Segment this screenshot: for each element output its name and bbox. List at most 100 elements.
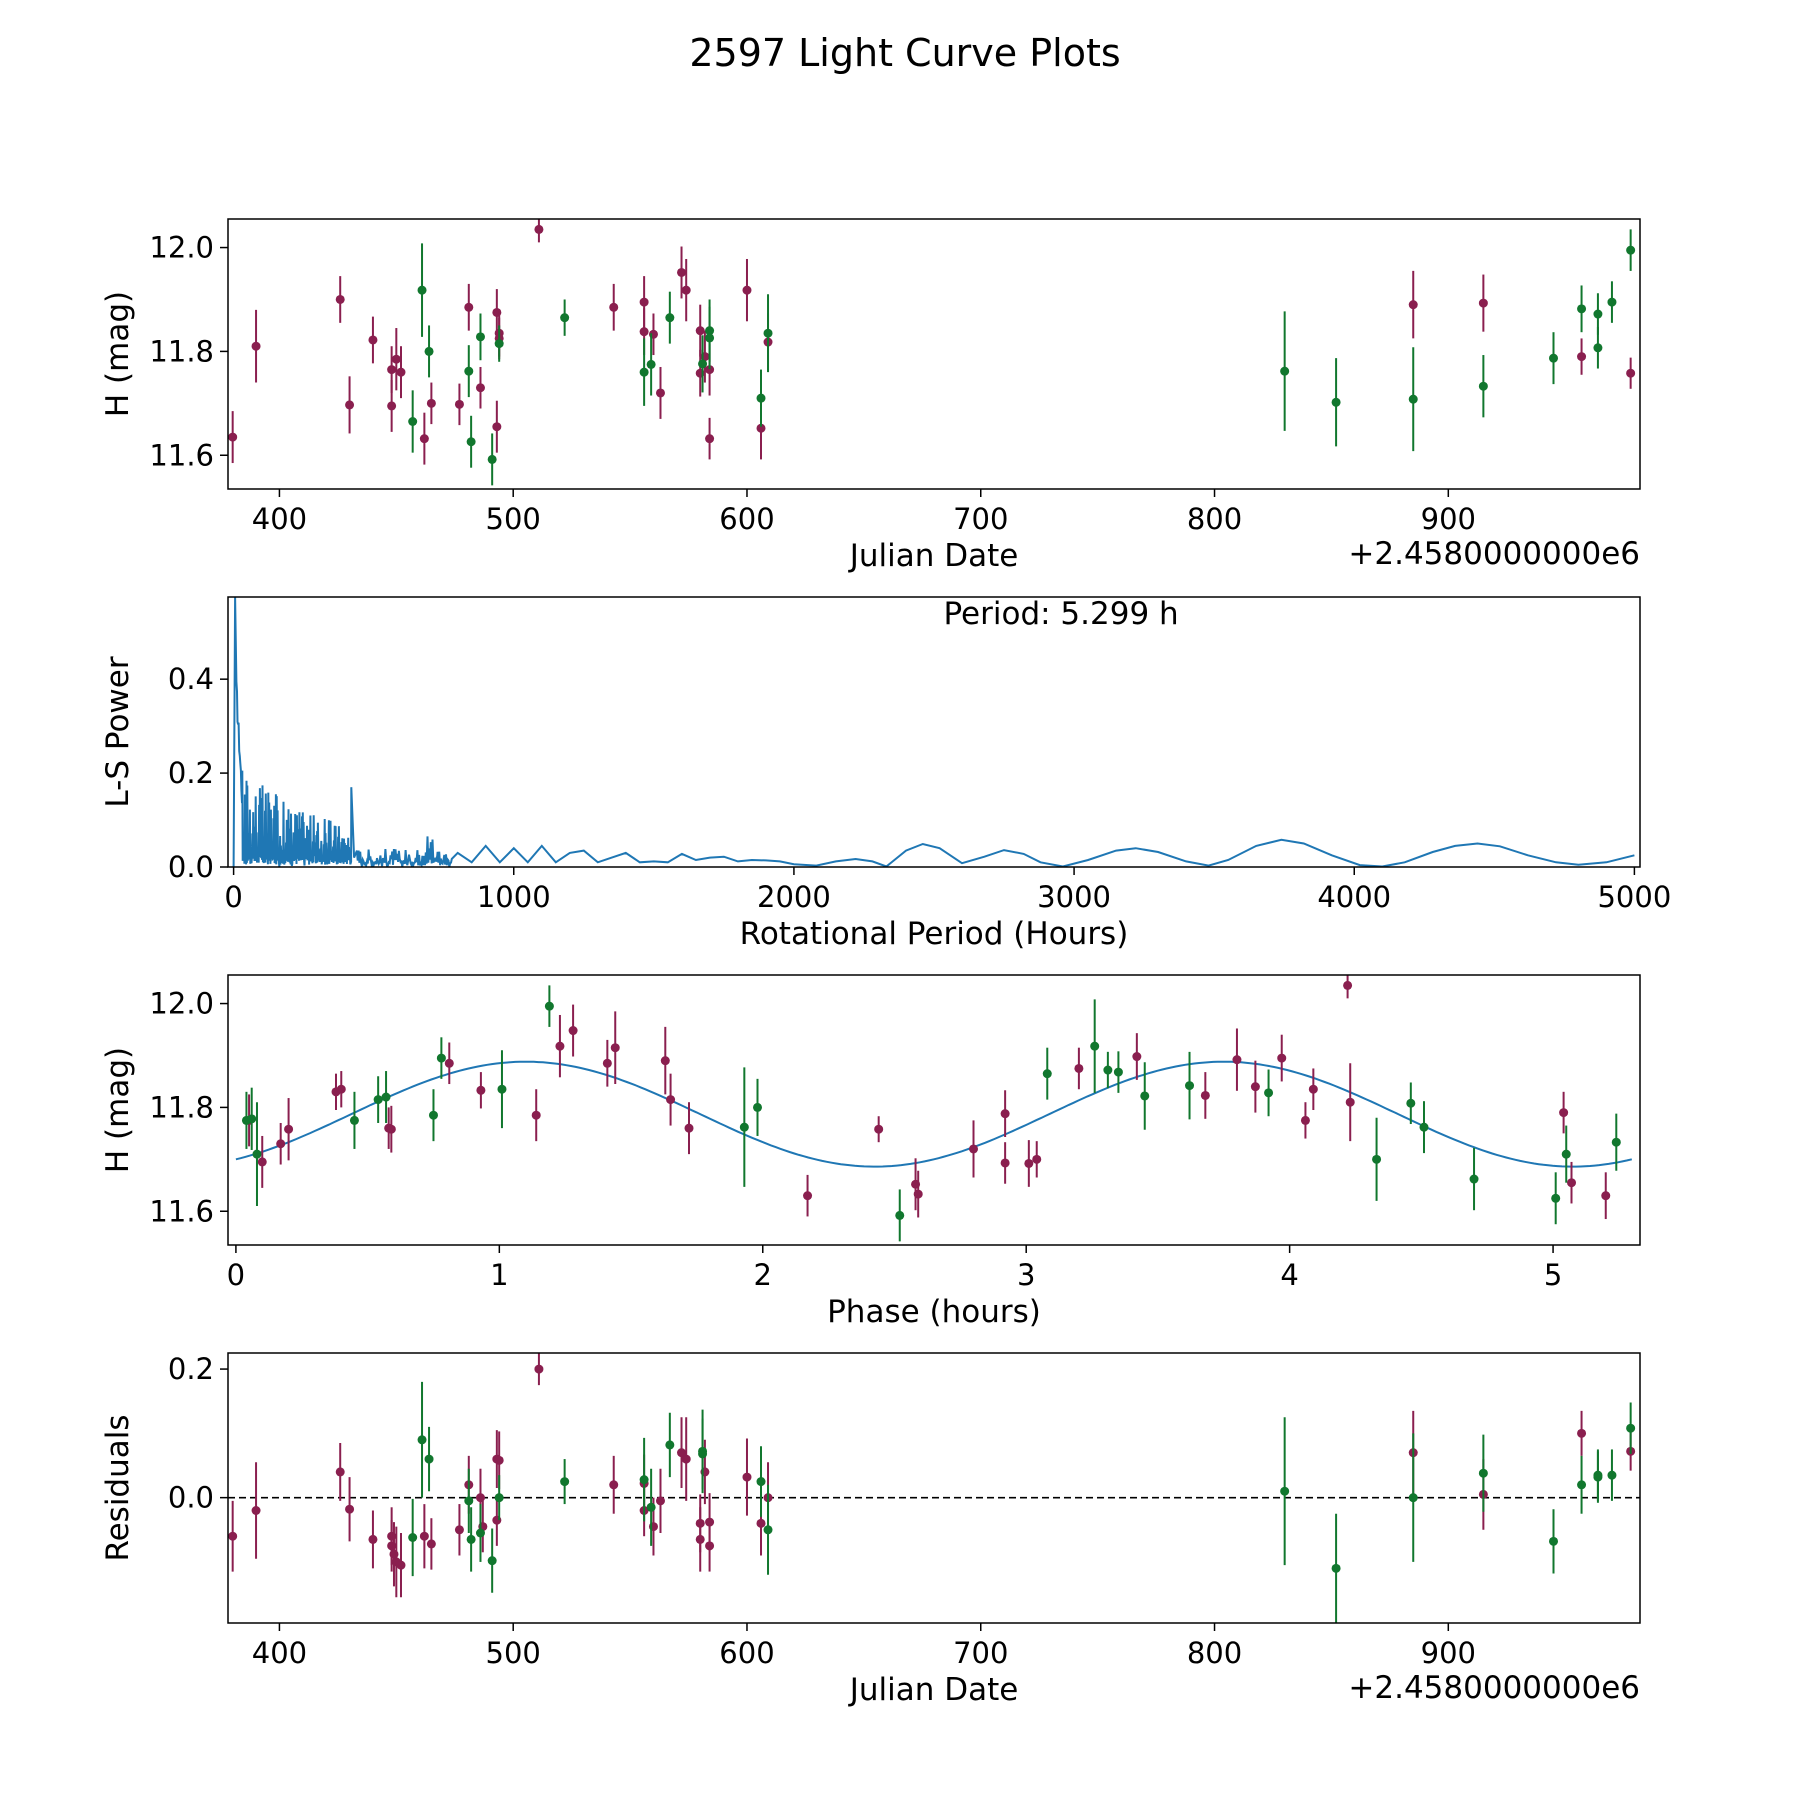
data-point — [1551, 1193, 1561, 1203]
x-tick-label: 3000 — [1037, 880, 1111, 914]
data-point — [476, 1085, 486, 1095]
data-point — [742, 285, 752, 295]
data-point — [1478, 381, 1488, 391]
data-point — [803, 1191, 813, 1201]
data-point — [1331, 1563, 1341, 1573]
data-point — [639, 297, 649, 307]
y-tick-label: 11.8 — [149, 334, 214, 368]
series-series_a — [1408, 270, 1636, 389]
data-point — [408, 1533, 418, 1542]
data-point — [1264, 1088, 1274, 1098]
x-tick-label: 900 — [1421, 1636, 1476, 1670]
data-point — [391, 354, 401, 364]
data-point — [247, 1114, 257, 1124]
x-offset-label: +2.4580000000e6 — [1348, 536, 1640, 572]
figure-title: 2597 Light Curve Plots — [689, 31, 1120, 75]
y-tick-label: 11.8 — [149, 1090, 214, 1124]
data-point — [336, 1084, 346, 1094]
data-point — [381, 1092, 391, 1102]
data-point — [534, 1364, 544, 1374]
data-point — [454, 1525, 464, 1535]
data-point — [753, 1102, 762, 1112]
data-point — [464, 366, 474, 376]
data-point — [705, 1517, 715, 1527]
y-axis-label: L-S Power — [100, 656, 136, 807]
data-point — [531, 1110, 541, 1120]
data-point — [695, 1534, 705, 1544]
data-point — [684, 1123, 694, 1133]
x-tick-label: 1 — [490, 1258, 508, 1292]
data-point — [492, 422, 502, 432]
data-point — [1561, 1149, 1571, 1159]
data-point — [368, 335, 378, 345]
data-point — [739, 1122, 749, 1132]
data-point — [494, 1493, 504, 1503]
data-point — [639, 1475, 649, 1485]
plot-frame — [227, 596, 1641, 868]
data-point — [284, 1124, 294, 1134]
data-point — [756, 1477, 766, 1487]
plot-area — [228, 1353, 1640, 1623]
periodogram-line — [232, 597, 1635, 867]
data-point — [426, 398, 436, 408]
data-point — [475, 383, 485, 393]
data-point — [466, 437, 476, 447]
data-point — [534, 224, 544, 234]
x-axis-label: Julian Date — [848, 1672, 1019, 1708]
data-point — [1024, 1158, 1034, 1168]
x-tick-label: 400 — [252, 502, 307, 536]
data-point — [368, 1534, 378, 1544]
y-axis-label: Residuals — [100, 1414, 136, 1561]
data-point — [466, 1534, 476, 1544]
y-axis-label: H (mag) — [100, 291, 136, 417]
data-point — [1090, 1041, 1100, 1051]
data-point — [639, 367, 649, 377]
x-tick-label: 5 — [1544, 1258, 1562, 1292]
data-point — [426, 1539, 436, 1549]
data-point — [1549, 353, 1559, 363]
data-point — [454, 399, 464, 409]
y-tick-label: 12.0 — [149, 987, 214, 1021]
data-point — [464, 1496, 474, 1506]
data-point — [386, 1124, 396, 1134]
data-point — [1419, 1122, 1429, 1132]
x-tick-label: 700 — [953, 1636, 1008, 1670]
data-point — [544, 1001, 554, 1011]
data-point — [1280, 1486, 1290, 1496]
x-tick-label: 4 — [1280, 1258, 1298, 1292]
data-point — [646, 359, 656, 369]
data-point — [681, 285, 691, 295]
period-annotation: Period: 5.299 h — [943, 596, 1178, 632]
data-point — [387, 401, 397, 411]
x-tick-label: 700 — [953, 502, 1008, 536]
y-tick-label: 11.6 — [149, 438, 214, 472]
data-point — [335, 294, 345, 304]
data-point — [705, 365, 715, 375]
data-point — [1343, 980, 1353, 990]
series-series_b — [408, 229, 1636, 486]
data-point — [494, 1455, 504, 1465]
data-point — [665, 313, 675, 323]
series-series_b — [241, 985, 1621, 1242]
x-tick-label: 800 — [1187, 1636, 1242, 1670]
data-point — [646, 1502, 656, 1512]
panel-residuals: 400 500 600 700 800 900 0.0 0.2 Julian Date Resid… — [100, 1352, 1641, 1708]
data-point — [913, 1189, 923, 1199]
data-point — [1593, 1470, 1603, 1480]
y-tick-label: 0.4 — [168, 662, 214, 696]
data-point — [1593, 343, 1603, 353]
data-point — [1408, 300, 1418, 310]
data-point — [763, 328, 773, 338]
x-axis-label: Julian Date — [848, 538, 1019, 574]
y-tick-label: 0.0 — [168, 850, 214, 884]
data-point — [251, 341, 261, 351]
data-point — [257, 1157, 267, 1167]
data-point — [487, 1556, 497, 1566]
data-point — [602, 1058, 612, 1068]
data-point — [560, 1477, 570, 1487]
x-tick-label: 0 — [227, 1258, 245, 1292]
data-point — [1372, 1154, 1382, 1164]
x-axis-label: Rotational Period (Hours) — [740, 916, 1129, 952]
data-point — [276, 1139, 286, 1149]
